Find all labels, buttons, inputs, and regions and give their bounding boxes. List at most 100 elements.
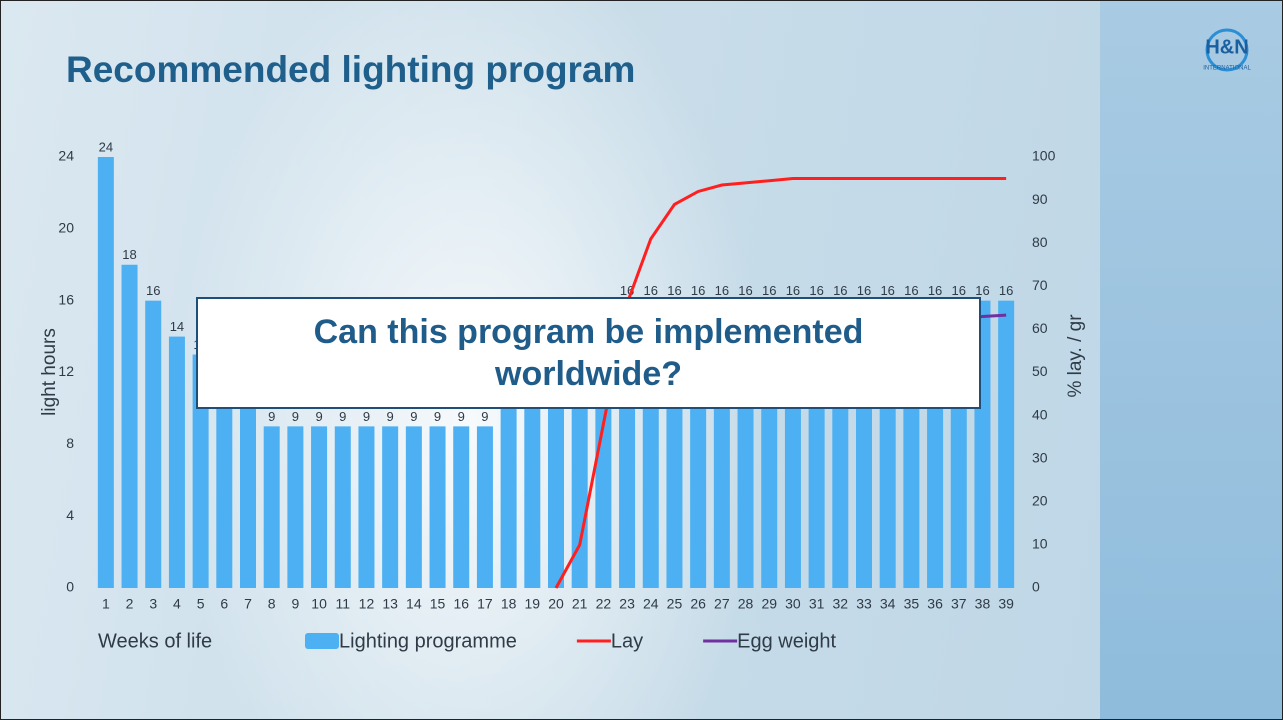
data-label: 16 (146, 283, 160, 298)
x-tick-label: 36 (927, 596, 943, 612)
legend-swatch (305, 633, 339, 649)
line (554, 177, 1007, 589)
title: Recommended lighting program (66, 49, 635, 90)
bar (192, 354, 209, 588)
bar (382, 426, 399, 588)
data-label: 16 (833, 283, 847, 298)
x-tick-label: 39 (998, 596, 1014, 612)
data-label: 9 (315, 409, 322, 424)
legend-label: Lay (611, 630, 643, 652)
y-tick-label: 4 (66, 507, 74, 523)
data-label: 16 (809, 283, 823, 298)
bar (405, 426, 422, 588)
y2-tick-label: 10 (1032, 536, 1048, 552)
y2-tick-label: 0 (1032, 579, 1040, 595)
x-tick-label: 30 (785, 596, 801, 612)
bar (240, 408, 256, 588)
y-tick-label: 12 (58, 363, 74, 379)
x-tick-label: 13 (382, 596, 398, 612)
x-axis-title: Weeks of life (98, 630, 212, 652)
bar (121, 264, 138, 588)
x-tick-label: 31 (809, 596, 825, 612)
bar (263, 426, 280, 588)
bar (998, 300, 1015, 588)
logo-ring (1205, 28, 1249, 72)
legend-label: Lighting programme (339, 630, 517, 652)
data-label: 16 (928, 283, 942, 298)
x-tick-label: 19 (525, 596, 541, 612)
data-label: 16 (691, 283, 705, 298)
x-tick-label: 32 (833, 596, 849, 612)
data-label: 9 (268, 409, 275, 424)
x-tick-label: 15 (430, 596, 446, 612)
y-tick-label: 20 (58, 220, 74, 236)
data-label: 9 (410, 409, 417, 424)
data-label: 16 (667, 283, 681, 298)
bar (145, 300, 162, 588)
x-tick-label: 20 (548, 596, 564, 612)
x-tick-label: 2 (126, 596, 134, 612)
x-tick-label: 10 (311, 596, 327, 612)
y2-tick-label: 40 (1032, 406, 1048, 422)
data-label: 9 (363, 409, 370, 424)
x-tick-label: 12 (359, 596, 375, 612)
y2-tick-label: 50 (1032, 363, 1048, 379)
data-label: 9 (339, 409, 346, 424)
y2-tick-label: 100 (1032, 148, 1056, 164)
data-label: 9 (481, 409, 488, 424)
bar (168, 336, 185, 588)
x-tick-label: 29 (761, 596, 777, 612)
logo: H&N INTERNATIONAL (1203, 28, 1251, 72)
y-tick-label: 0 (66, 579, 74, 595)
data-label: 9 (458, 409, 465, 424)
data-label: 9 (387, 409, 394, 424)
legend-label: Egg weight (737, 630, 836, 652)
x-tick-label: 22 (596, 596, 612, 612)
y-tick-label: 24 (58, 148, 74, 164)
data-label: 16 (904, 283, 918, 298)
data-label: 24 (99, 139, 113, 154)
bar (453, 426, 470, 588)
data-label: 16 (644, 283, 658, 298)
x-tick-label: 18 (501, 596, 517, 612)
data-label: 14 (170, 319, 184, 334)
x-tick-label: 28 (738, 596, 754, 612)
bar (97, 157, 114, 588)
data-label: 16 (952, 283, 966, 298)
x-tick-label: 33 (856, 596, 872, 612)
data-label: 16 (786, 283, 800, 298)
x-tick-label: 21 (572, 596, 588, 612)
x-tick-label: 1 (102, 596, 110, 612)
x-tick-label: 24 (643, 596, 659, 612)
data-label: 16 (880, 283, 894, 298)
callout: Can this program be implemented worldwid… (196, 297, 981, 409)
y-tick-label: 16 (58, 291, 74, 307)
x-tick-label: 4 (173, 596, 181, 612)
bar (548, 372, 564, 588)
x-tick-label: 8 (268, 596, 276, 612)
y-axis-title: light hours (39, 328, 60, 416)
x-tick-label: 5 (197, 596, 205, 612)
bar (311, 426, 328, 588)
y2-axis-title: % lay. / gr (1065, 314, 1086, 398)
y2-tick-label: 90 (1032, 191, 1048, 207)
x-tick-label: 3 (149, 596, 157, 612)
x-tick-label: 16 (453, 596, 469, 612)
y2-tick-label: 70 (1032, 277, 1048, 293)
data-label: 16 (999, 283, 1013, 298)
x-tick-label: 38 (975, 596, 991, 612)
x-tick-label: 34 (880, 596, 896, 612)
x-tick-label: 9 (291, 596, 299, 612)
logo-text: INTERNATIONAL (1203, 66, 1251, 72)
side-strip (1100, 0, 1283, 720)
bar (287, 426, 304, 588)
x-tick-label: 25 (667, 596, 683, 612)
logo-mark: H&N (1205, 36, 1248, 58)
x-tick-label: 14 (406, 596, 422, 612)
bar (500, 408, 517, 588)
data-label: 16 (738, 283, 752, 298)
bar (216, 372, 233, 588)
x-tick-label: 35 (904, 596, 920, 612)
